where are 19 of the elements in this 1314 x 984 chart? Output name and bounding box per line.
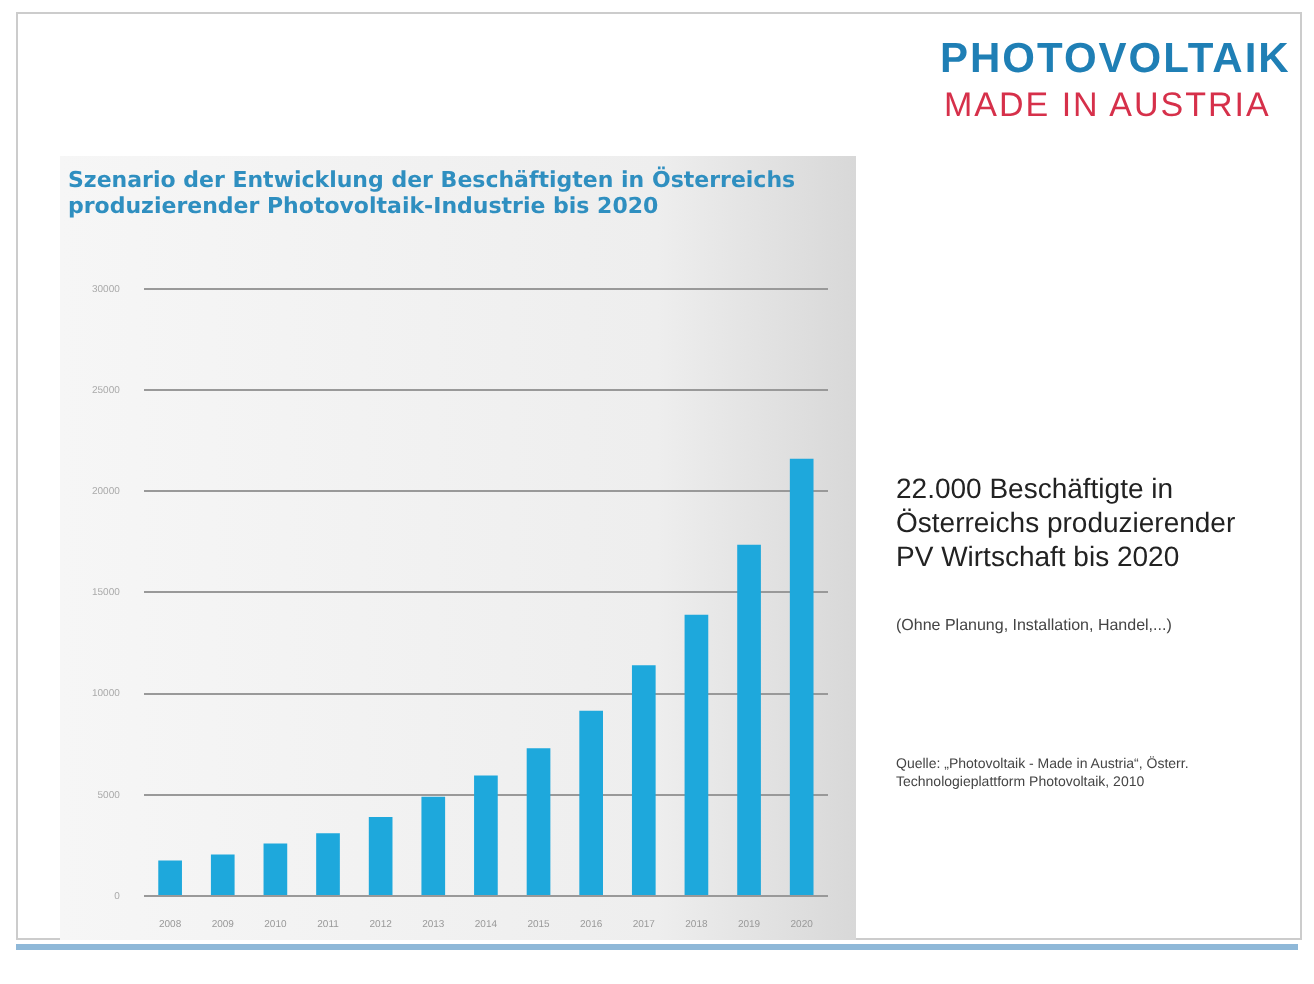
- bar: [579, 710, 604, 895]
- bar: [316, 833, 340, 895]
- bar: [158, 860, 182, 895]
- bar: [684, 614, 709, 895]
- bar: [210, 854, 235, 895]
- bar: [421, 796, 446, 895]
- text: PHOTOVOLTAIK: [940, 36, 1291, 84]
- text: produzierender Photovoltaik-Industrie bis 2020: [68, 193, 659, 220]
- text: (Ohne Planung, Installation, Handel,...): [896, 614, 1174, 636]
- bar: [263, 843, 288, 895]
- text: MADE IN AUSTRIA: [944, 86, 1271, 126]
- bar: [474, 775, 498, 895]
- text: 22.000 Beschäftigte in Österreichs produzierender PV Wirtschaft bis 2020: [896, 472, 1238, 574]
- bar: [737, 544, 761, 895]
- bar: [526, 748, 551, 895]
- bar: [368, 817, 393, 895]
- bar: [789, 458, 814, 895]
- text: Szenario der Entwicklung der Beschäftigten in Österreichs: [68, 166, 796, 193]
- bar: [631, 665, 656, 895]
